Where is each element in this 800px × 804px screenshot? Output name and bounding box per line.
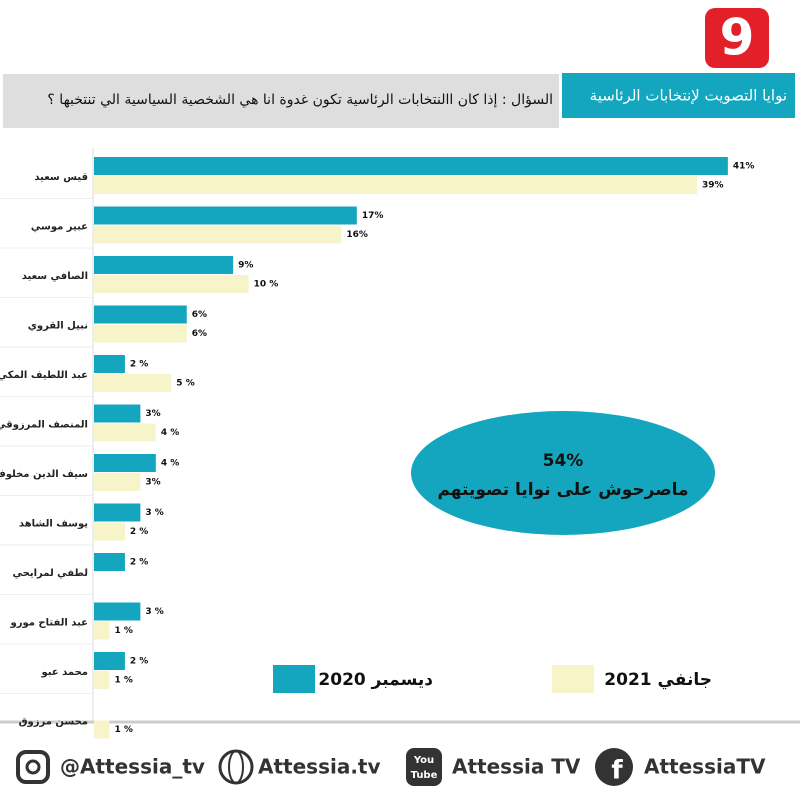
value-label: 2 % [130, 360, 148, 370]
category-label: محمد عبو [40, 667, 88, 678]
category-label: لطفي لمرايحي [13, 568, 88, 579]
youtube-icon [406, 748, 442, 786]
value-label: 6% [192, 329, 207, 339]
bar [94, 256, 234, 274]
category-label: المنصف المرزوقي [0, 420, 88, 431]
bar [94, 305, 187, 324]
value-label: 2 % [130, 657, 148, 667]
bar [94, 553, 125, 571]
annotation-ellipse [411, 411, 715, 535]
category-label: نبيل القروي [28, 321, 88, 332]
value-label: 3 % [145, 508, 163, 518]
bar [94, 621, 110, 640]
value-label: 1 % [114, 725, 132, 735]
value-label: 2 % [130, 558, 148, 568]
bar [94, 473, 141, 491]
logo-box [705, 8, 769, 68]
chart-title: نوايا التصويت لإنتخابات الرئاسية [590, 87, 787, 105]
value-label: 16% [346, 230, 368, 240]
bar [94, 522, 125, 541]
bar [94, 602, 141, 621]
instagram-icon-lens [25, 759, 41, 775]
category-label: سيف الدين مخلوف [0, 469, 88, 480]
value-label: 5 % [176, 379, 194, 389]
category-label: الصافي سعيد [22, 271, 88, 282]
value-label: 3 % [145, 607, 163, 617]
value-label: 1 % [114, 676, 132, 686]
youtube-icon-text: Tube [411, 770, 438, 781]
legend-label: جانفي 2021 [604, 670, 712, 690]
bar [94, 206, 357, 225]
bar [94, 720, 110, 739]
footer-facebook[interactable]: AttessiaTV [644, 755, 766, 779]
instagram-icon [16, 750, 50, 784]
annotation-value: 54% [543, 451, 584, 471]
bar [94, 454, 156, 472]
legend-swatch [273, 665, 315, 693]
globe-icon-meridian [228, 750, 244, 784]
category-label: يوسف الشاهد [19, 519, 88, 530]
value-label: 10 % [254, 280, 279, 290]
facebook-icon-f: f [611, 756, 623, 786]
value-label: 9% [238, 261, 253, 271]
value-label: 4 % [161, 428, 179, 438]
category-label: عبد اللطيف المكي [0, 370, 88, 381]
bar [94, 275, 249, 293]
category-label: عبير موسي [31, 222, 88, 233]
value-label: 4 % [161, 459, 179, 469]
bar [94, 503, 141, 522]
footer: @Attessia_tv Attessia.tv You Tube Attess… [16, 748, 766, 786]
legend-label: ديسمبر 2020 [318, 670, 433, 690]
value-label: 41% [733, 162, 755, 172]
legend-swatch [552, 665, 594, 693]
category-label: محسن مرزوق [19, 717, 88, 728]
bar [94, 423, 156, 442]
bar [94, 225, 342, 244]
bar [94, 157, 728, 175]
bar [94, 355, 125, 373]
annotation-text: ماصرحوش على نوايا تصويتهم [437, 480, 688, 500]
bar [94, 374, 172, 392]
value-label: 17% [362, 211, 384, 221]
footer-instagram[interactable]: @Attessia_tv [60, 755, 205, 779]
bar [94, 176, 697, 194]
value-label: 6% [192, 310, 207, 320]
footer-youtube[interactable]: Attessia TV [452, 755, 581, 779]
subtitle: السؤال : إذا كان االنتخابات الرئاسية تكو… [47, 92, 553, 108]
title-box [562, 73, 795, 118]
bar [94, 324, 187, 343]
logo: 9 [720, 9, 755, 67]
value-label: 2 % [130, 527, 148, 537]
question-box [3, 74, 559, 128]
footer-website[interactable]: Attessia.tv [258, 755, 381, 779]
value-label: 3% [145, 478, 160, 488]
facebook-icon [595, 748, 633, 786]
value-label: 3% [145, 409, 160, 419]
value-label: 39% [702, 181, 724, 191]
youtube-icon-text: You [413, 755, 434, 766]
category-label: قيس سعيد [34, 172, 88, 183]
bar [94, 671, 110, 689]
value-label: 1 % [114, 626, 132, 636]
category-label: عبد الفتاح مورو [9, 618, 88, 629]
bar [94, 652, 125, 670]
bar [94, 404, 141, 423]
